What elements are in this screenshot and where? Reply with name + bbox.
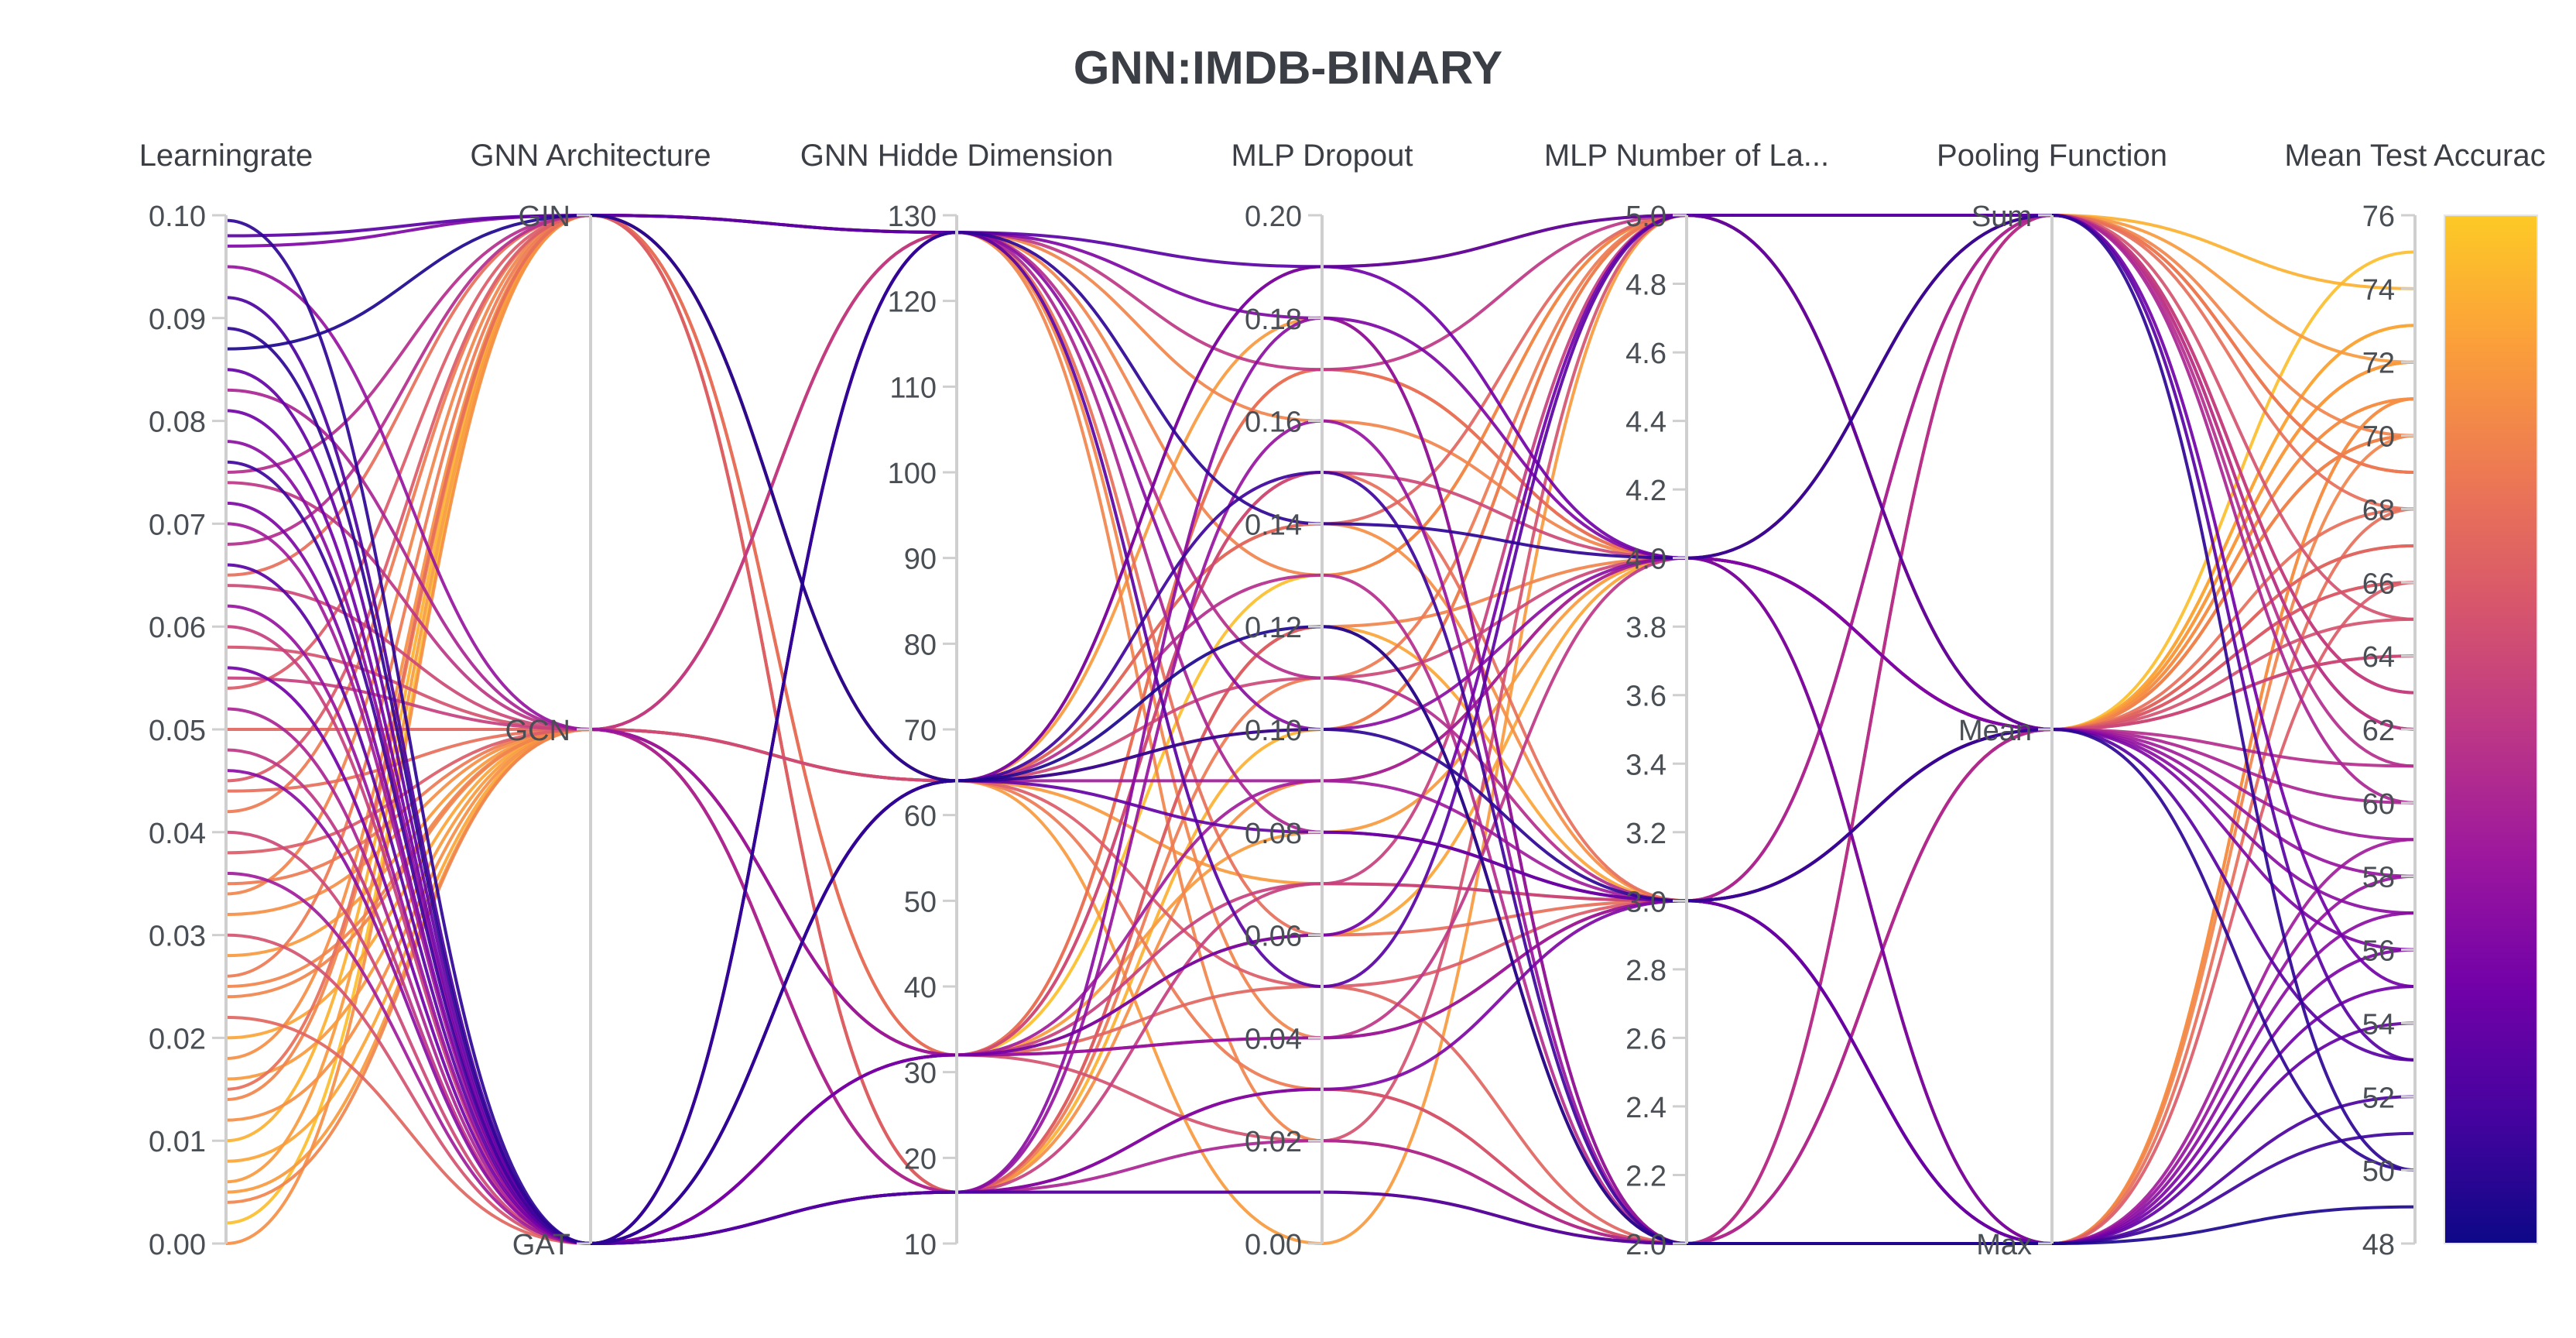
tick-label: 3.6 xyxy=(1625,681,1667,713)
tick-label: 0.00 xyxy=(1245,1229,1302,1261)
tick-label: 3.0 xyxy=(1625,886,1667,918)
chart-title: GNN:IMDB-BINARY xyxy=(1074,42,1502,94)
tick-label: 80 xyxy=(904,629,937,661)
tick-label: 60 xyxy=(2362,788,2395,821)
tick-label: 2.6 xyxy=(1625,1023,1667,1055)
tick-label: 0.01 xyxy=(149,1126,206,1158)
axis-label: GNN Architecture xyxy=(470,139,711,173)
tick-label: 50 xyxy=(2362,1155,2395,1188)
tick-label: Max xyxy=(1976,1229,2032,1261)
tick-label: 0.04 xyxy=(149,818,206,850)
tick-label: 110 xyxy=(889,372,937,404)
tick-label: 74 xyxy=(2362,274,2395,307)
tick-label: 0.18 xyxy=(1245,304,1302,336)
tick-label: 0.04 xyxy=(1245,1023,1302,1055)
tick-label: 60 xyxy=(904,801,937,833)
axis-drop[interactable]: MLP Dropout 0.00 0.02 0.04 0.06 0.08 0.10 0.12 0… xyxy=(1231,139,1413,1261)
run-line[interactable] xyxy=(225,213,2416,1062)
tick-label: 0.00 xyxy=(149,1229,206,1261)
tick-label: 4.0 xyxy=(1625,544,1667,576)
axis-label: Pooling Function xyxy=(1937,139,2167,173)
tick-label: Mean xyxy=(1958,715,2032,747)
tick-label: Sum xyxy=(1971,201,2032,233)
tick-label: 100 xyxy=(888,458,937,490)
tick-label: 70 xyxy=(2362,421,2395,454)
tick-label: 54 xyxy=(2362,1008,2395,1041)
tick-label: 4.4 xyxy=(1625,407,1667,439)
tick-label: 52 xyxy=(2362,1082,2395,1114)
tick-label: 72 xyxy=(2362,348,2395,380)
tick-label: 0.20 xyxy=(1245,201,1302,233)
tick-label: 2.2 xyxy=(1625,1160,1667,1192)
tick-label: 4.2 xyxy=(1625,475,1667,507)
tick-label: 0.14 xyxy=(1245,509,1302,541)
tick-label: 4.6 xyxy=(1625,338,1667,370)
colorbar-gradient xyxy=(2444,214,2538,1244)
tick-label: 0.06 xyxy=(1245,921,1302,953)
axis-lr[interactable]: Learningrate 0.00 0.01 0.02 0.03 0.04 0.05 0.06… xyxy=(139,139,313,1261)
tick-label: 0.08 xyxy=(149,407,206,439)
tick-label: 70 xyxy=(904,715,937,747)
tick-label: 2.4 xyxy=(1625,1092,1667,1124)
run-line[interactable] xyxy=(225,213,2416,1246)
tick-label: 0.12 xyxy=(1245,612,1302,644)
tick-label: 58 xyxy=(2362,862,2395,894)
axis-arch[interactable]: GNN Architecture GAT GCN GIN xyxy=(470,139,711,1261)
tick-label: 10 xyxy=(904,1229,937,1261)
tick-label: 120 xyxy=(888,286,937,319)
tick-label: 3.4 xyxy=(1625,749,1667,781)
axis-label: Mean Test Accurac xyxy=(2284,139,2545,173)
tick-label: 0.07 xyxy=(149,509,206,541)
axis-layers[interactable]: MLP Number of La... 2.0 2.2 2.4 2.6 2.8 3.0 3.2… xyxy=(1544,139,1829,1261)
tick-label: 3.8 xyxy=(1625,612,1667,644)
tick-label: 90 xyxy=(904,544,937,576)
tick-label: 40 xyxy=(904,972,937,1004)
tick-label: 0.05 xyxy=(149,715,206,747)
tick-label: 0.10 xyxy=(1245,715,1302,747)
run-line[interactable] xyxy=(225,213,2416,1246)
run-line[interactable] xyxy=(225,218,2416,1246)
tick-label: 50 xyxy=(904,886,937,918)
tick-label: 30 xyxy=(904,1058,937,1090)
axis-hid[interactable]: GNN Hidde Dimension 10 20 30 40 50 60 70 80 90 100… xyxy=(800,139,1114,1261)
axis-pool[interactable]: Pooling Function Max Mean Sum xyxy=(1937,139,2167,1261)
tick-label: 66 xyxy=(2362,568,2395,600)
tick-label: 5.0 xyxy=(1625,201,1667,233)
tick-label: 0.03 xyxy=(149,921,206,953)
axis-label: GNN Hidde Dimension xyxy=(800,139,1114,173)
tick-label: 56 xyxy=(2362,935,2395,968)
tick-label: GAT xyxy=(512,1229,570,1261)
lines-layer xyxy=(225,213,2416,1246)
tick-label: 0.10 xyxy=(149,201,206,233)
tick-label: 68 xyxy=(2362,494,2395,527)
tick-label: GIN xyxy=(518,201,570,233)
tick-label: 130 xyxy=(888,201,937,233)
colorbar xyxy=(2444,214,2538,1244)
tick-label: 76 xyxy=(2362,201,2395,233)
tick-label: 0.02 xyxy=(1245,1126,1302,1158)
tick-label: 0.09 xyxy=(149,304,206,336)
tick-label: 48 xyxy=(2362,1229,2395,1261)
axis-label: MLP Number of La... xyxy=(1544,139,1829,173)
tick-label: 2.0 xyxy=(1625,1229,1667,1261)
axis-label: MLP Dropout xyxy=(1231,139,1413,173)
tick-label: 4.8 xyxy=(1625,269,1667,302)
tick-label: 2.8 xyxy=(1625,955,1667,987)
tick-label: 62 xyxy=(2362,715,2395,747)
tick-label: 20 xyxy=(904,1143,937,1175)
tick-label: 0.02 xyxy=(149,1023,206,1055)
axis-acc[interactable]: Mean Test Accurac 48 50 52 54 56 58 60 62 64 66 68 7… xyxy=(2284,139,2545,1261)
tick-label: 0.08 xyxy=(1245,818,1302,850)
tick-label: 0.06 xyxy=(149,612,206,644)
run-line[interactable] xyxy=(225,213,2416,1246)
tick-label: GCN xyxy=(505,715,570,747)
tick-label: 3.2 xyxy=(1625,818,1667,850)
tick-label: 64 xyxy=(2362,641,2395,674)
axis-label: Learningrate xyxy=(139,139,313,173)
tick-label: 0.16 xyxy=(1245,407,1302,439)
axes-layer: Learningrate 0.00 0.01 0.02 0.03 0.04 0.05 0.06… xyxy=(139,139,2546,1261)
